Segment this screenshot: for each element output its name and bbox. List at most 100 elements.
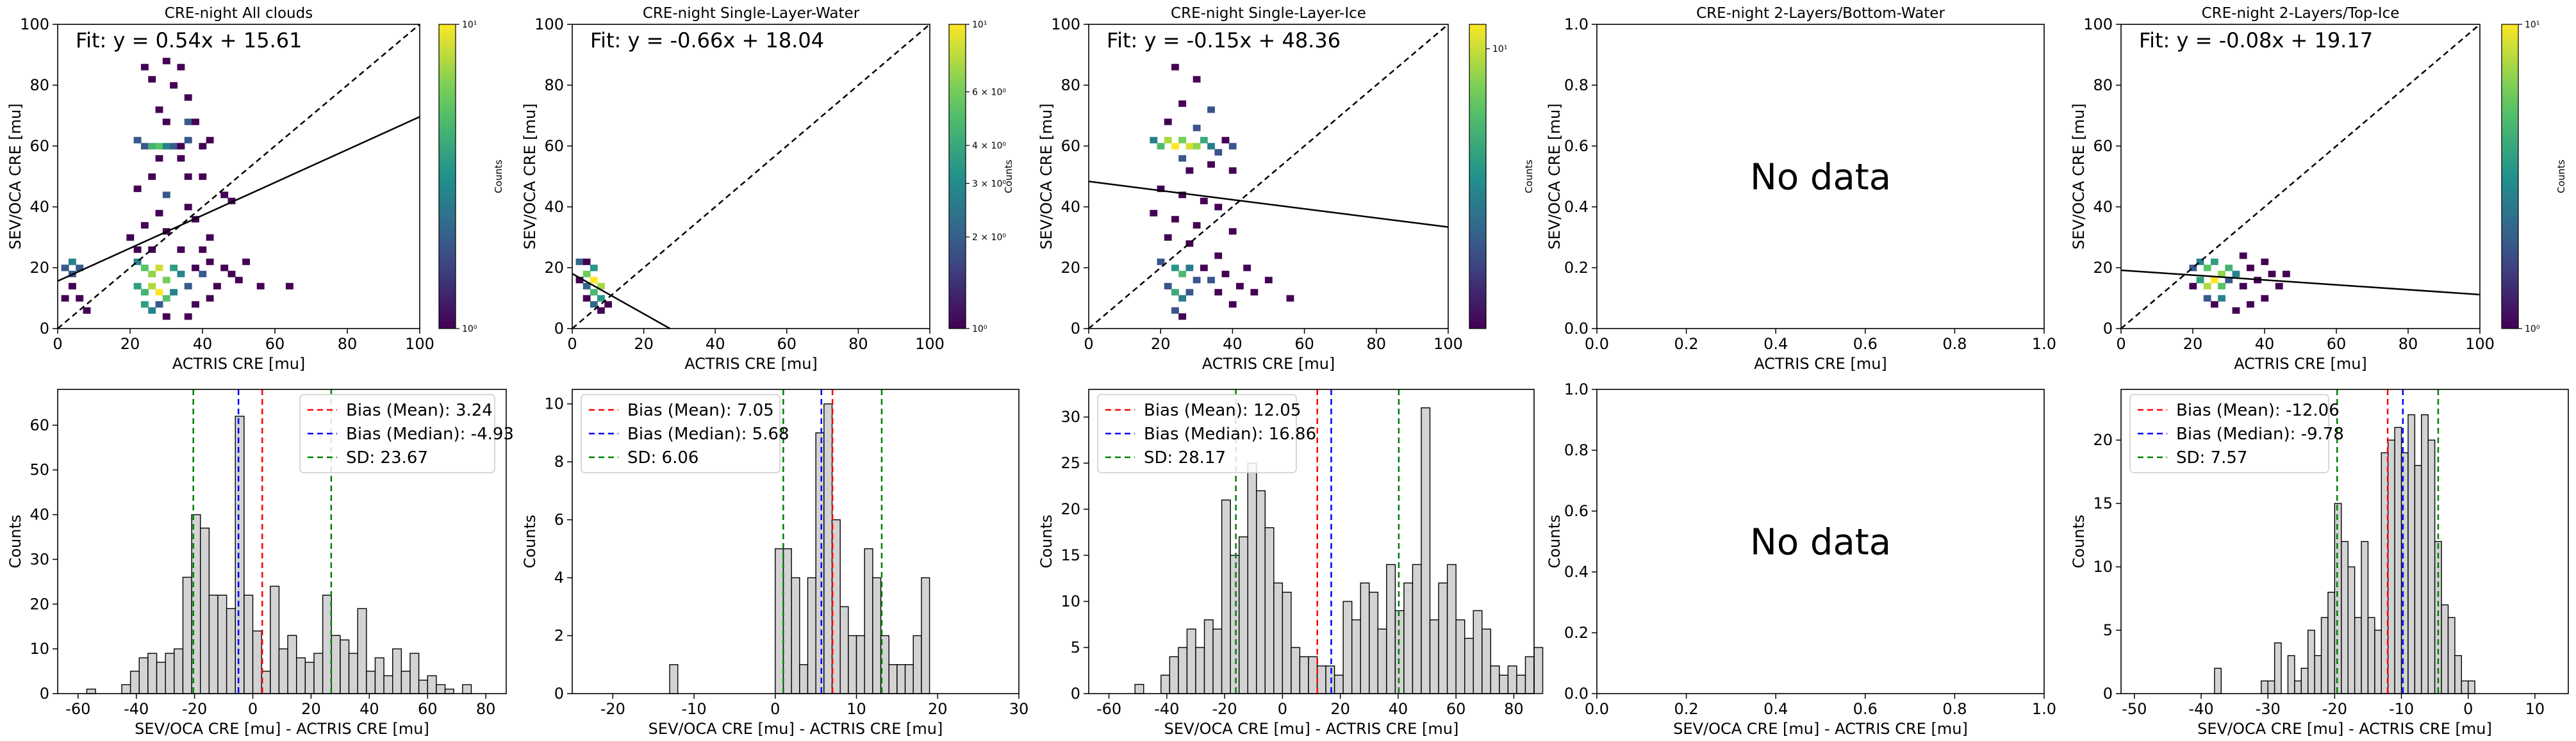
heatmap-cell	[1157, 143, 1165, 150]
x-tick-label: 80	[1367, 335, 1387, 353]
histogram-bar	[1377, 628, 1387, 694]
histogram-bar	[174, 648, 184, 694]
heatmap-cell	[192, 301, 199, 308]
heatmap-cell	[148, 307, 156, 314]
x-axis-label: SEV/OCA CRE [mu] - ACTRIS CRE [mu]	[2197, 720, 2492, 738]
y-tick-label: 20	[1061, 500, 1080, 518]
x-tick-label: 10	[846, 700, 866, 718]
heatmap-cell	[162, 295, 170, 302]
heatmap-cell	[61, 265, 69, 272]
histogram-bar	[807, 577, 816, 694]
heatmap-panel-2: CRE-night Single-Layer-Water 0 20 40 60 80 100…	[521, 5, 1014, 373]
y-tick-label: 8	[554, 453, 564, 471]
histogram-panel-3: -60 -40 -20 0 20 40 60 80 0 5 10 15 20 25 30 SEV/OCA CR…	[1037, 389, 1544, 738]
y-tick-label: 0.4	[1564, 198, 1589, 216]
heatmap-cell	[199, 173, 207, 180]
x-tick-label: -50	[2122, 700, 2147, 718]
heatmap-cell	[2232, 270, 2240, 277]
heatmap-cell	[2203, 295, 2211, 302]
histogram-bar	[2441, 604, 2449, 694]
colorbar-tick-label: 2 × 10⁰	[972, 232, 1006, 243]
histogram-bar	[1134, 683, 1144, 694]
heatmap-cell	[68, 258, 76, 265]
x-tick-label: 100	[1433, 335, 1463, 353]
heatmap-cell	[1185, 240, 1194, 247]
histogram-bar	[1446, 564, 1457, 694]
heatmap-cell	[1164, 282, 1172, 289]
x-axis-label: ACTRIS CRE [mu]	[2234, 355, 2367, 373]
heatmap-cell	[155, 289, 163, 296]
histogram-bar	[1499, 674, 1509, 694]
x-tick-label: 40	[193, 335, 213, 353]
fit-annotation: Fit: y = -0.15x + 48.36	[1107, 28, 1341, 53]
histogram-bar	[1178, 647, 1188, 694]
colorbar-tick-label: 10¹	[972, 20, 987, 30]
y-tick-label: 0	[40, 320, 49, 338]
x-tick-label: 0.0	[1585, 335, 1609, 353]
y-tick-label: 60	[2093, 137, 2113, 155]
x-axis-label: ACTRIS CRE [mu]	[172, 355, 306, 373]
histogram-bar	[2214, 667, 2222, 694]
histogram-bar	[217, 594, 227, 694]
y-tick-label: 60	[544, 137, 564, 155]
x-tick-label: 20	[634, 335, 654, 353]
heatmap-cell	[140, 265, 149, 272]
histogram-bar	[340, 639, 350, 694]
histogram-bar	[200, 527, 210, 694]
y-tick-label: 25	[1061, 454, 1080, 472]
y-axis-label: Counts	[6, 515, 24, 569]
x-tick-label: 100	[405, 335, 434, 353]
histogram-bar	[896, 664, 906, 694]
heatmap-cell	[256, 282, 265, 289]
x-tick-label: 80	[476, 700, 496, 718]
x-tick-label: 0.2	[1674, 700, 1699, 718]
fit-line	[1089, 181, 1448, 228]
x-tick-label: -60	[65, 700, 90, 718]
heatmap-cell	[184, 136, 192, 143]
histogram-bar	[1282, 591, 1292, 694]
heatmap-cell	[140, 63, 149, 70]
histogram-bar	[2421, 414, 2429, 694]
y-tick-label: 20	[2093, 431, 2113, 449]
heatmap-cell	[177, 246, 185, 253]
heatmap-cell	[590, 265, 598, 272]
heatmap-cell	[1171, 265, 1179, 272]
heatmap-cell	[2189, 282, 2197, 289]
histogram-bar	[1403, 582, 1414, 694]
histogram-bar	[775, 548, 784, 694]
histogram-bar	[2347, 566, 2356, 694]
x-tick-label: 20	[2183, 335, 2203, 353]
histogram-bar	[831, 519, 841, 694]
heatmap-cell	[1193, 124, 1201, 131]
histogram-panel-4: 0.0 0.2 0.4 0.6 0.8 1.0 0.0 0.2 0.4 0.6 0.8 1.0 SEV/…	[1546, 380, 2056, 738]
y-axis-label: SEV/OCA CRE [mu]	[521, 103, 539, 249]
heatmap-cell	[1150, 209, 1158, 216]
x-tick-label: 0	[248, 700, 258, 718]
plot-area	[58, 24, 420, 329]
heatmap-cell	[2247, 265, 2254, 272]
y-tick-label: 30	[1061, 408, 1080, 426]
histogram-bar	[244, 594, 254, 694]
histogram-bar	[2427, 439, 2436, 694]
legend-entry: SD: 23.67	[346, 448, 428, 468]
heatmap-cell	[206, 234, 214, 241]
x-tick-label: 40	[1223, 335, 1243, 353]
histogram-bar	[138, 657, 149, 694]
y-tick-label: 20	[29, 259, 49, 277]
legend-box	[2129, 394, 2329, 473]
y-tick-label: 10	[29, 640, 49, 658]
y-axis-label: Counts	[1037, 515, 1055, 569]
y-tick-label: 60	[29, 137, 49, 155]
histogram-bar	[1473, 610, 1483, 694]
heatmap-cell	[1228, 301, 1237, 308]
legend: Bias (Mean): 7.05 Bias (Median): 5.68 SD: …	[581, 394, 789, 473]
y-tick-label: 20	[29, 595, 49, 613]
no-data-text: No data	[1750, 157, 1891, 199]
heatmap-cell	[192, 118, 199, 126]
histogram-bar	[331, 635, 341, 694]
heatmap-cell	[1171, 289, 1179, 296]
heatmap-cell	[220, 191, 229, 199]
x-tick-label: 0.8	[1942, 700, 1967, 718]
colorbar-tick-label: 6 × 10⁰	[972, 87, 1006, 97]
